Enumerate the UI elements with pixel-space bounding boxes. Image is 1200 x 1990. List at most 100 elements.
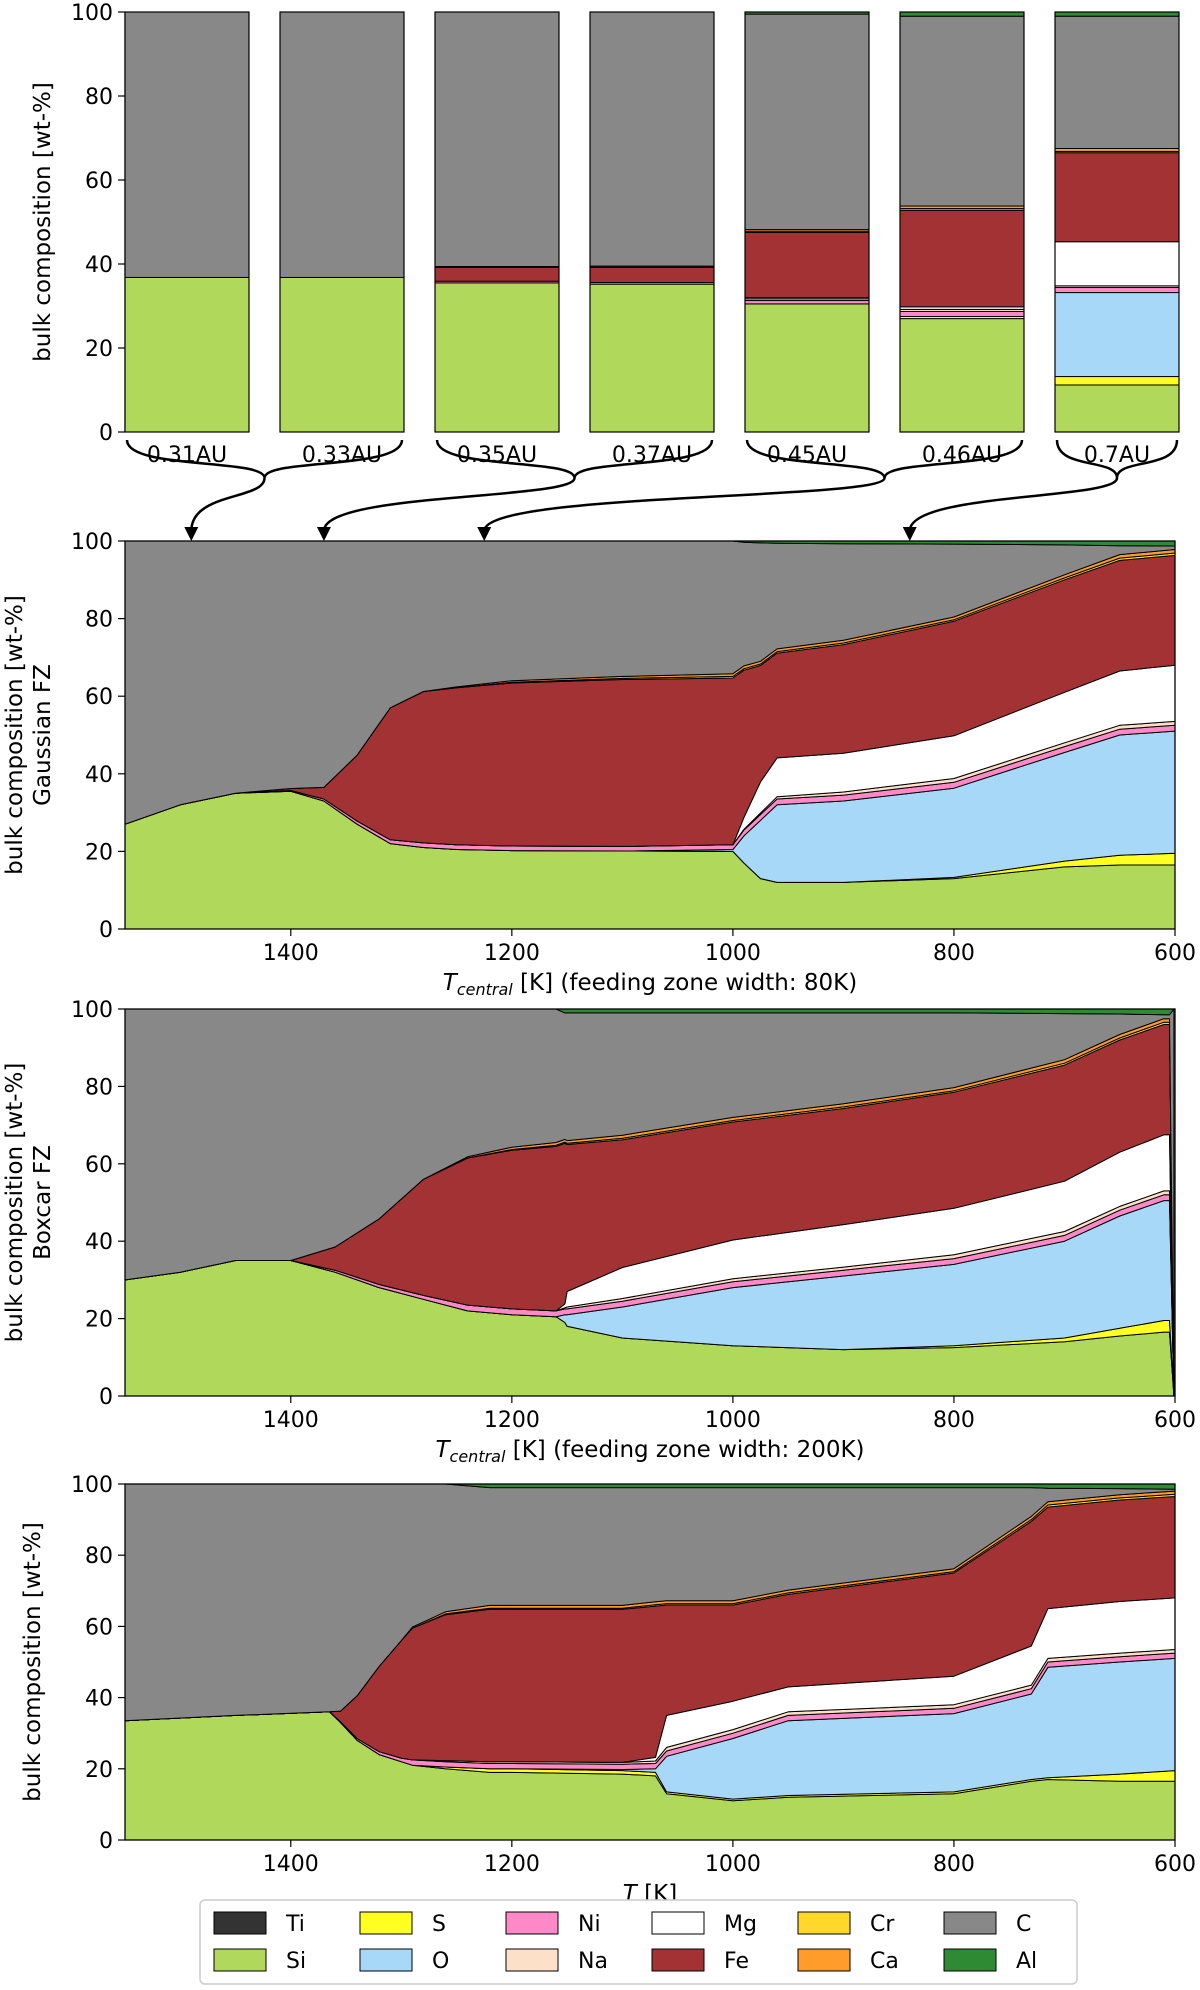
ylabel: bulk composition [wt-%] [20, 1522, 46, 1802]
xlabel-text: (feeding zone width: 200K) [546, 1437, 865, 1463]
ylabel-secondary: Gaussian FZ [30, 664, 56, 806]
bar-frame [279, 11, 405, 433]
legend-label-si: Si [286, 1949, 306, 1974]
bar-segment-fe [1054, 152, 1180, 243]
ytick-label: 80 [85, 1075, 113, 1100]
legend-swatch-c [943, 1911, 997, 1935]
bar-segment-si [1054, 384, 1180, 433]
bar-segment-si [589, 283, 715, 433]
legend-swatch-cr [797, 1911, 851, 1935]
legend-swatch-si [213, 1948, 267, 1972]
legend-label-s: S [432, 1912, 446, 1937]
bar-segment-si [124, 276, 250, 433]
xlabel: Tcentral [K] (feeding zone width: 80K) [443, 970, 857, 999]
bar-frame [434, 11, 560, 433]
bar-frame [589, 11, 715, 433]
bar-ytick-label: 80 [85, 85, 113, 110]
ytick-label: 0 [99, 1829, 113, 1854]
ytick-label: 100 [71, 1473, 113, 1498]
bar-segment-c [589, 11, 715, 267]
bar-ylabel: bulk composition [wt-%] [30, 82, 56, 362]
ytick-label: 0 [99, 1385, 113, 1410]
ytick-label: 60 [85, 1153, 113, 1178]
arrow-head [477, 527, 492, 541]
bar-segment-fe [899, 209, 1025, 308]
brace-layer [125, 439, 1179, 541]
xlabel: Tcentral [K] (feeding zone width: 200K) [435, 1437, 864, 1466]
xtick-label: 1400 [263, 1852, 319, 1877]
bar-segment-ni [899, 310, 1025, 317]
bar-segment-si [744, 303, 870, 433]
legend-label-fe: Fe [724, 1949, 749, 1974]
plot-frame [124, 1008, 1176, 1397]
bar-segment-s [1054, 376, 1180, 386]
legend-swatch-ca [797, 1948, 851, 1972]
bar-ytick-label: 100 [71, 1, 113, 26]
xtick-label: 800 [933, 941, 975, 966]
xtick-label: 600 [1154, 941, 1196, 966]
bar-segment-c [1054, 15, 1180, 150]
legend-swatch-fe [651, 1948, 705, 1972]
bar-segment-fe [744, 232, 870, 299]
xtick-label: 1400 [263, 1408, 319, 1433]
ytick-label: 60 [85, 685, 113, 710]
brace-arrow [322, 477, 576, 532]
area-panel-gaussian: 0 20 40 60 80 100 1400 1200 1000 800 600 bulk compo… [2, 530, 1196, 999]
legend-label-o: O [432, 1949, 449, 1974]
bar-segment-ni [1054, 287, 1180, 294]
xtick-label: 800 [933, 1852, 975, 1877]
ytick-label: 40 [85, 763, 113, 788]
bar-segment-si [434, 282, 560, 433]
brace-arrow [908, 477, 1119, 532]
legend-swatch-na [505, 1948, 559, 1972]
legend-label-ni: Ni [578, 1912, 601, 1937]
ytick-label: 80 [85, 1544, 113, 1569]
bar-segment-o [1054, 292, 1180, 378]
xtick-label: 1000 [705, 1852, 761, 1877]
ytick-label: 20 [85, 1758, 113, 1783]
bar-segment-c [124, 11, 250, 278]
ylabel: bulk composition [wt-%] [2, 595, 28, 875]
ytick-label: 60 [85, 1615, 113, 1640]
xlabel-symbol: T [435, 1437, 451, 1463]
bar-ytick-label: 40 [85, 253, 113, 278]
xlabel-unit: [K] [505, 1437, 545, 1463]
xlabel-symbol: T [443, 970, 459, 996]
xtick-label: 600 [1154, 1852, 1196, 1877]
xlabel-text: (feeding zone width: 80K) [553, 970, 857, 996]
xtick-label: 800 [933, 1408, 975, 1433]
arrow-head [902, 527, 917, 541]
ytick-label: 20 [85, 840, 113, 865]
legend: Ti Si SO Ni Na Mg Fe Cr Ca C Al [199, 1899, 1078, 1985]
arrow-head [316, 527, 331, 541]
ylabel: bulk composition [wt-%] [2, 1063, 28, 1343]
xtick-label: 1200 [484, 1408, 540, 1433]
legend-label-c: C [1016, 1912, 1031, 1937]
bar-frame [124, 11, 250, 433]
bar-ytick-label: 0 [99, 421, 113, 446]
xtick-label: 1000 [705, 1408, 761, 1433]
legend-label-al: Al [1016, 1949, 1037, 1974]
bar-frame [744, 11, 870, 433]
bar-segment-al [899, 11, 1025, 17]
legend-label-na: Na [578, 1949, 608, 1974]
legend-swatch-s [359, 1911, 413, 1935]
ytick-label: 0 [99, 918, 113, 943]
bar-segment-si [899, 318, 1025, 433]
ytick-label: 100 [71, 530, 113, 555]
legend-label-ti: Ti [285, 1912, 305, 1937]
area-panel-boxcar: 0 20 40 60 80 100 1400 1200 1000 800 600 bulk compo… [2, 998, 1196, 1466]
brace-arrow [482, 476, 886, 532]
bar-segment-mg [1054, 241, 1180, 287]
legend-label-ca: Ca [870, 1949, 899, 1974]
legend-swatch-mg [651, 1911, 705, 1935]
xtick-label: 1200 [484, 1852, 540, 1877]
legend-box [199, 1899, 1078, 1985]
ylabel-secondary: Boxcar FZ [30, 1145, 56, 1260]
xtick-label: 1400 [263, 941, 319, 966]
bar-segment-c [279, 11, 405, 278]
ytick-label: 20 [85, 1308, 113, 1333]
brace-arrow [190, 477, 266, 532]
bar-segment-ni [744, 300, 870, 305]
